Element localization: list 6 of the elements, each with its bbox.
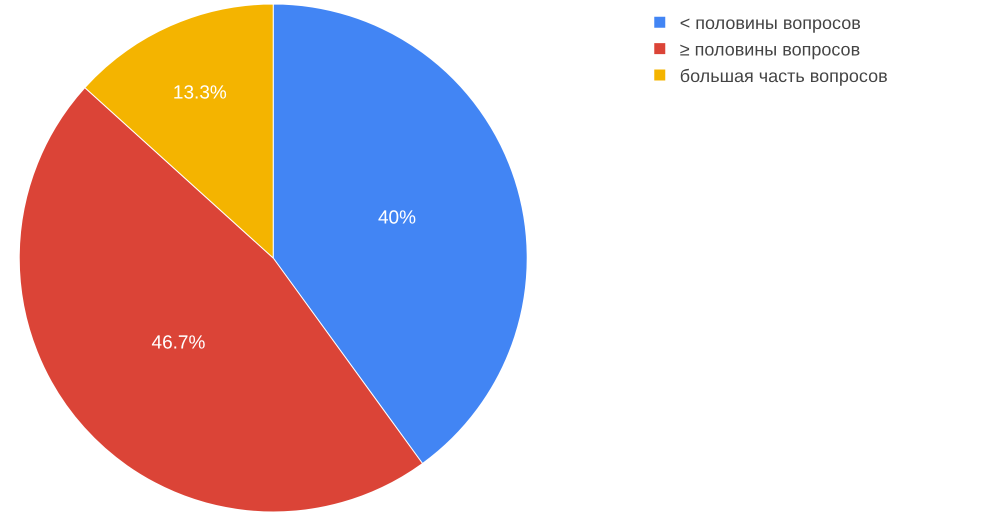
- legend-label: < половины вопросов: [680, 13, 861, 34]
- data-label: 46.7%: [152, 332, 206, 354]
- data-label: 13.3%: [172, 82, 227, 104]
- legend-label: ≥ половины вопросов: [680, 40, 860, 60]
- data-label: 40%: [378, 207, 416, 228]
- legend-label: большая часть вопросов: [680, 66, 888, 86]
